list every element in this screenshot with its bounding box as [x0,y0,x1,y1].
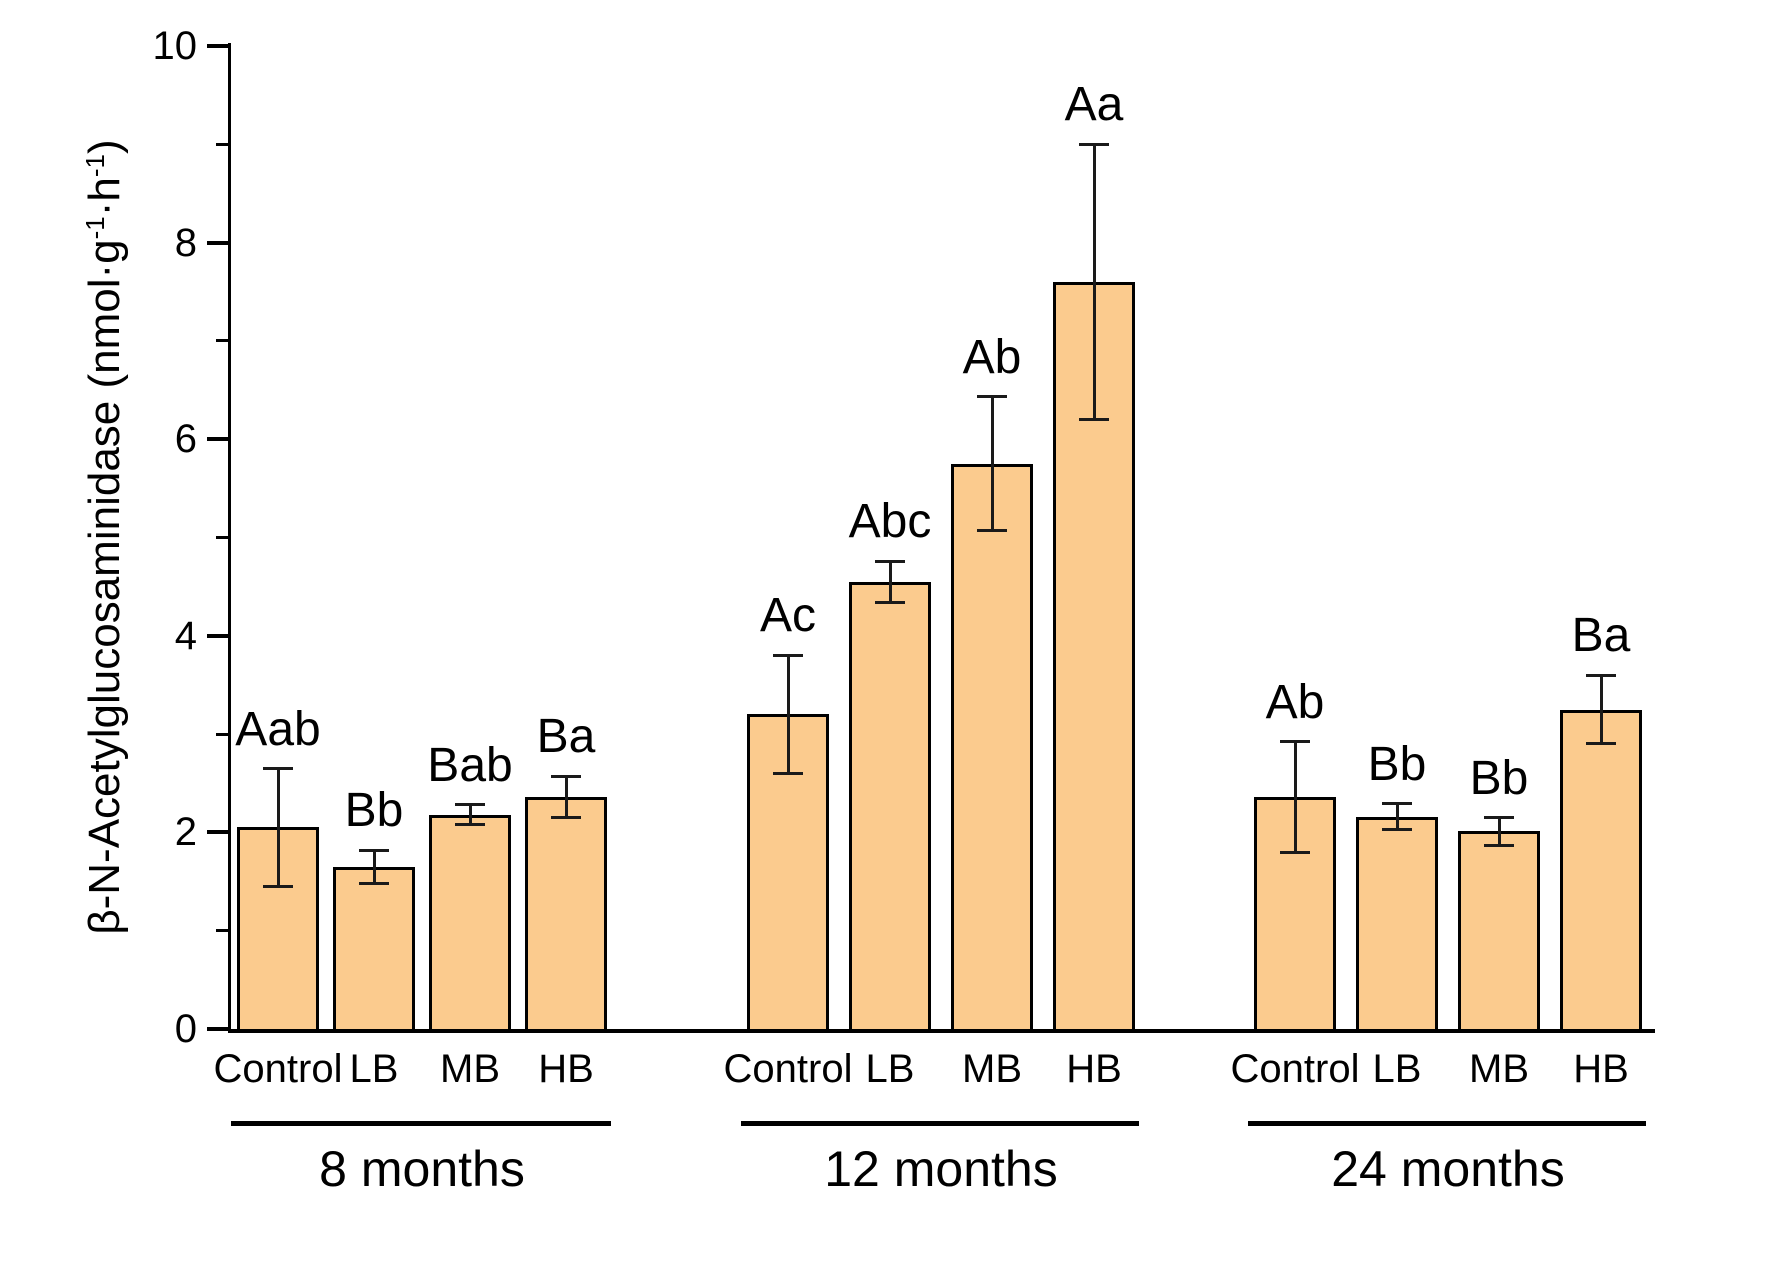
y-tick-minor-9 [216,143,228,146]
y-tick-major-8 [207,241,228,245]
category-label-12-months-hb: HB [1066,1047,1122,1091]
group-label-24-months: 24 months [1331,1141,1565,1197]
y-tick-label-10: 10 [152,24,198,68]
error-bar-line-24-months-control [1294,742,1297,852]
category-label-12-months-lb: LB [865,1047,915,1091]
y-axis-title-text: ) [80,139,129,154]
category-label-24-months-lb: LB [1372,1047,1422,1091]
error-bar-cap-bottom-12-months-control [773,772,803,775]
group-underline-24-months [1248,1121,1646,1126]
error-bar-line-12-months-hb [1093,144,1096,419]
error-bar-cap-top-12-months-control [773,654,803,657]
error-bar-cap-top-24-months-mb [1484,816,1514,819]
category-label-8-months-lb: LB [349,1047,399,1091]
error-bar-line-24-months-lb [1396,804,1399,830]
y-tick-minor-5 [216,536,228,539]
sig-letter-24-months-control: Ab [1265,676,1325,729]
bar-24-months-hb [1560,710,1642,1032]
sig-letter-24-months-lb: Bb [1367,738,1427,791]
bar-8-months-mb [429,815,511,1032]
error-bar-cap-bottom-12-months-mb [977,529,1007,532]
y-tick-major-10 [207,44,228,48]
error-bar-cap-top-24-months-control [1280,740,1310,743]
error-bar-line-24-months-hb [1600,675,1603,744]
bar-8-months-hb [525,797,607,1032]
y-tick-major-4 [207,634,228,638]
sig-letter-8-months-control: Aab [235,703,321,756]
y-tick-major-6 [207,437,228,441]
error-bar-line-12-months-lb [889,561,892,602]
bar-12-months-mb [951,464,1033,1032]
sig-letter-12-months-hb: Aa [1064,78,1124,131]
error-bar-cap-top-8-months-lb [359,849,389,852]
sig-letter-12-months-mb: Ab [962,331,1022,384]
y-tick-major-0 [207,1027,228,1031]
error-bar-line-24-months-mb [1498,818,1501,846]
error-bar-cap-bottom-12-months-hb [1079,418,1109,421]
error-bar-cap-bottom-8-months-lb [359,882,389,885]
error-bar-cap-top-12-months-hb [1079,143,1109,146]
sig-letter-12-months-lb: Abc [848,495,932,548]
error-bar-line-12-months-control [787,655,790,773]
group-label-12-months: 12 months [824,1141,1058,1197]
y-tick-major-2 [207,830,228,834]
sig-letter-8-months-lb: Bb [344,784,404,837]
x-axis-line [228,1029,1655,1033]
group-underline-12-months [741,1121,1139,1126]
y-tick-label-6: 6 [174,417,197,461]
group-underline-8-months [231,1121,611,1126]
error-bar-cap-bottom-8-months-control [263,885,293,888]
y-tick-label-8: 8 [174,221,197,265]
y-tick-label-4: 4 [174,614,197,658]
error-bar-cap-bottom-24-months-lb [1382,828,1412,831]
error-bar-cap-top-8-months-hb [551,775,581,778]
bar-24-months-lb [1356,817,1438,1032]
sig-letter-12-months-control: Ac [759,589,816,642]
error-bar-cap-bottom-8-months-mb [455,823,485,826]
y-axis-title-superscript: -1 [80,153,110,178]
error-bar-line-8-months-lb [373,850,376,883]
error-bar-cap-bottom-24-months-hb [1586,742,1616,745]
error-bar-line-8-months-mb [469,805,472,825]
category-label-24-months-control: Control [1230,1047,1360,1091]
error-bar-cap-bottom-12-months-lb [875,601,905,604]
y-tick-minor-1 [216,929,228,932]
sig-letter-24-months-hb: Ba [1571,609,1631,662]
error-bar-cap-bottom-24-months-control [1280,851,1310,854]
bar-24-months-mb [1458,831,1540,1032]
sig-letter-24-months-mb: Bb [1469,752,1529,805]
category-label-8-months-hb: HB [538,1047,594,1091]
error-bar-line-12-months-mb [991,397,994,531]
category-label-12-months-control: Control [723,1047,853,1091]
category-label-24-months-hb: HB [1573,1047,1629,1091]
y-axis-title-text: ·h [80,177,129,217]
bar-12-months-control [747,714,829,1032]
y-tick-minor-7 [216,339,228,342]
error-bar-cap-top-24-months-hb [1586,674,1616,677]
error-bar-line-8-months-hb [565,776,568,817]
error-bar-cap-top-8-months-control [263,767,293,770]
error-bar-cap-top-12-months-lb [875,560,905,563]
error-bar-cap-top-24-months-lb [1382,802,1412,805]
y-tick-label-2: 2 [174,810,197,854]
y-tick-minor-3 [216,733,228,736]
error-bar-cap-bottom-24-months-mb [1484,844,1514,847]
category-label-8-months-control: Control [213,1047,343,1091]
y-axis-line [228,43,231,1033]
error-bar-cap-bottom-8-months-hb [551,816,581,819]
sig-letter-8-months-hb: Ba [536,710,596,763]
sig-letter-8-months-mb: Bab [427,739,513,792]
bar-12-months-lb [849,582,931,1032]
bar-8-months-lb [333,867,415,1032]
category-label-12-months-mb: MB [962,1047,1022,1091]
error-bar-cap-top-8-months-mb [455,803,485,806]
error-bar-cap-top-12-months-mb [977,395,1007,398]
category-label-24-months-mb: MB [1469,1047,1529,1091]
error-bar-line-8-months-control [277,769,280,887]
group-label-8-months: 8 months [319,1141,525,1197]
y-tick-label-0: 0 [174,1007,197,1051]
category-label-8-months-mb: MB [440,1047,500,1091]
